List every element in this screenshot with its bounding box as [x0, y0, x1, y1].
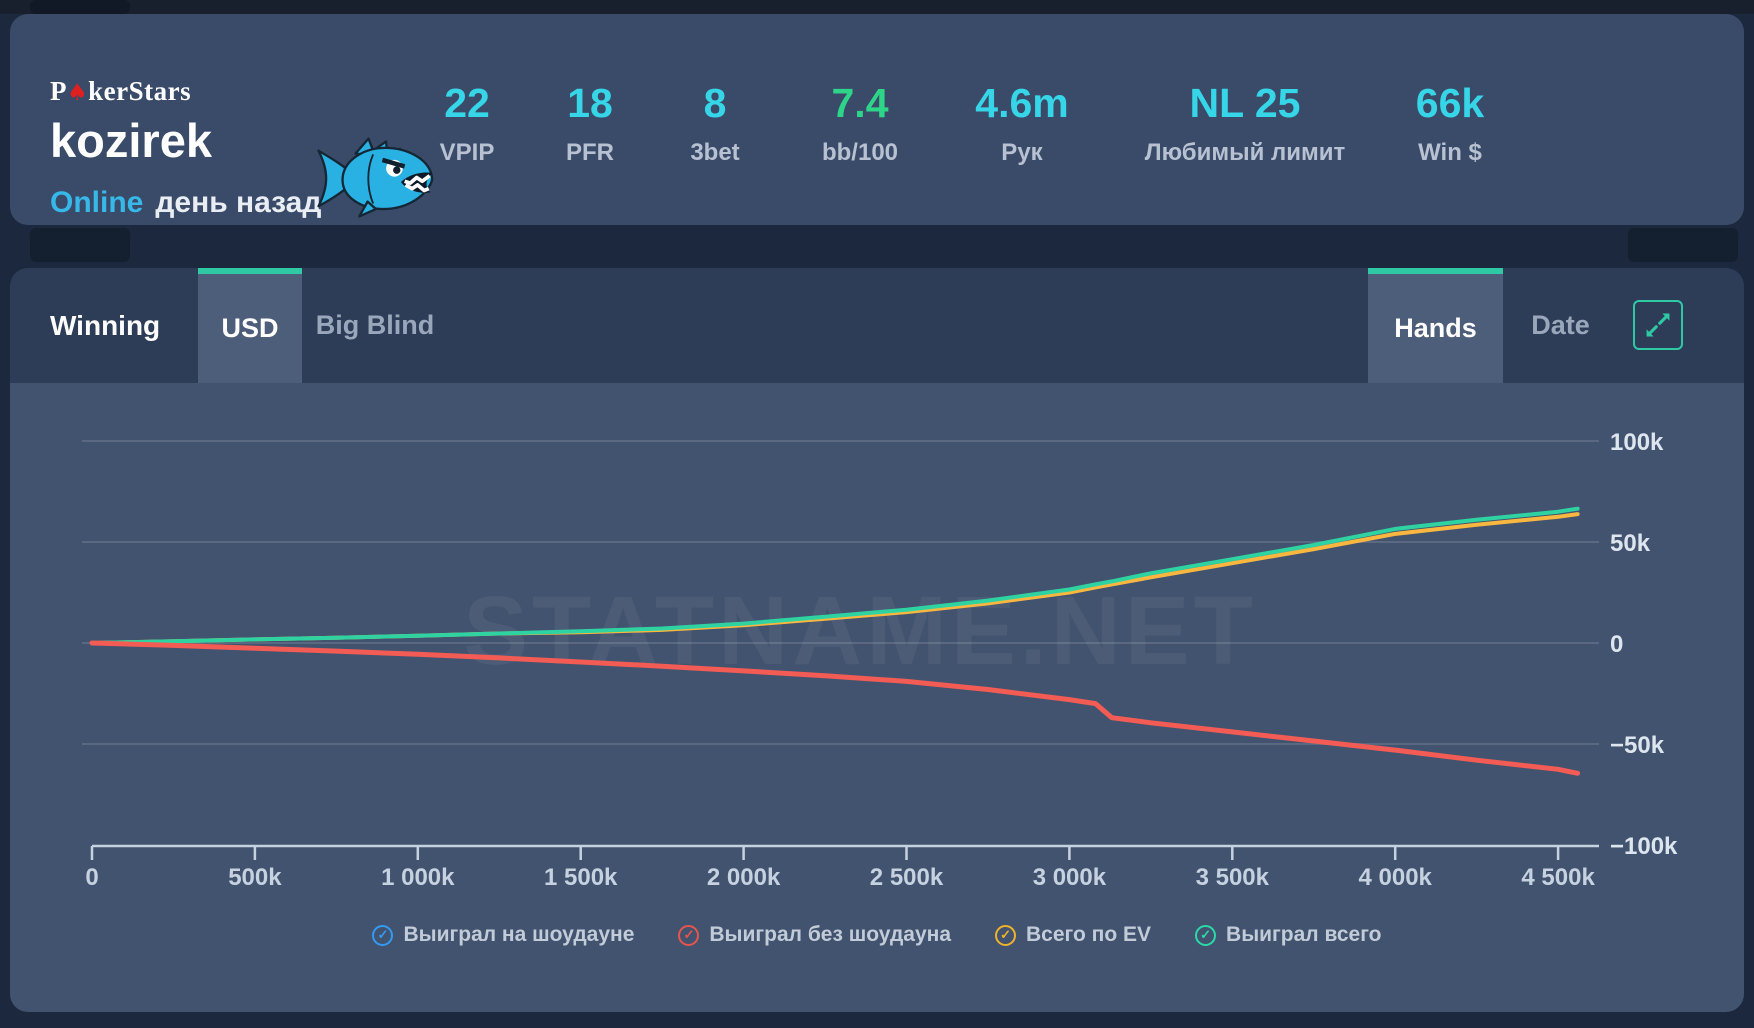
legend-won-total[interactable]: ✓ Выиграл всего — [1195, 923, 1382, 947]
expand-icon[interactable] — [1633, 300, 1683, 350]
stat-hands: 4.6m Рук — [975, 80, 1069, 166]
x-axis-label: 3 000k — [1033, 864, 1107, 891]
winning-label: Winning — [50, 309, 161, 341]
y-axis-label: 100k — [1610, 429, 1664, 456]
legend-total-by-ev[interactable]: ✓ Всего по EV — [995, 923, 1151, 947]
check-circle-icon: ✓ — [995, 924, 1017, 946]
y-axis-label: −100k — [1610, 833, 1678, 860]
background-artifact — [1628, 228, 1738, 262]
x-axis-label: 1 000k — [381, 864, 455, 891]
check-circle-icon: ✓ — [372, 924, 394, 946]
x-axis-label: 4 500k — [1521, 864, 1595, 891]
background-artifact — [30, 0, 130, 14]
x-axis-label: 2 000k — [707, 864, 781, 891]
pokerstars-logo: P♠kerStars — [50, 76, 192, 106]
tab-big-blind[interactable]: Big Blind — [315, 310, 435, 340]
chart-toolbar: Winning USD Big Blind Hands Date — [10, 268, 1744, 383]
x-axis-label: 3 500k — [1196, 864, 1270, 891]
series-line-won-without-showdown — [89, 640, 1581, 776]
x-axis-label: 0 — [85, 864, 98, 891]
online-status: Online — [50, 186, 144, 219]
spade-icon: ♠ — [67, 80, 89, 106]
x-axis-label: 500k — [228, 864, 282, 891]
tab-usd[interactable]: USD — [198, 268, 302, 383]
x-axis-label: 2 500k — [870, 864, 944, 891]
legend-won-without-showdown[interactable]: ✓ Выиграл без шоудауна — [678, 923, 951, 947]
piranha-fish-icon — [310, 134, 440, 222]
x-axis-label: 4 000k — [1358, 864, 1432, 891]
y-axis-label: 0 — [1610, 631, 1623, 658]
y-axis-label: −50k — [1610, 732, 1665, 759]
check-circle-icon: ✓ — [1195, 924, 1217, 946]
background-artifact — [30, 228, 130, 262]
stat-bb100: 7.4 bb/100 — [821, 80, 899, 166]
chart-legend: ✓ Выиграл на шоудауне ✓ Выиграл без шоуд… — [10, 923, 1744, 947]
status-line: Online день назад — [50, 186, 321, 220]
last-seen-text: день назад — [155, 186, 322, 219]
page-background-strip — [0, 0, 1754, 14]
check-circle-icon: ✓ — [678, 924, 700, 946]
legend-won-at-showdown[interactable]: ✓ Выиграл на шоудауне — [372, 923, 634, 947]
y-axis-label: 50k — [1610, 530, 1651, 557]
tab-hands[interactable]: Hands — [1368, 268, 1503, 383]
series-line-total-won — [90, 506, 1580, 645]
player-name: kozirek — [50, 114, 212, 167]
stat-win-usd: 66k Win $ — [1415, 80, 1485, 166]
tab-date[interactable]: Date — [1531, 310, 1590, 340]
stat-3bet: 8 3bet — [690, 80, 740, 166]
winnings-chart: STATNAME.NET 0 500k 1 000k 1 500k 2 000k 2 500… — [10, 383, 1744, 1012]
stat-vpip: 22 VPIP — [439, 80, 495, 166]
player-header-card: P♠kerStars kozirek Online день назад 22 V… — [10, 14, 1744, 225]
stat-pfr: 18 PFR — [566, 80, 614, 166]
stat-favorite-limit: NL 25 Любимый лимит — [1144, 80, 1346, 166]
x-axis-label: 1 500k — [544, 864, 618, 891]
chart-card: Winning USD Big Blind Hands Date STATNAM… — [10, 268, 1744, 1012]
